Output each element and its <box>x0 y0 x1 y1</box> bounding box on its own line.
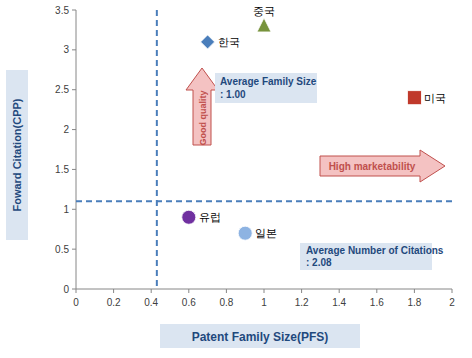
y-tick-label: 0 <box>63 284 69 295</box>
annotation-box <box>215 73 317 103</box>
y-tick <box>72 49 76 50</box>
point-label: 미국 <box>424 92 446 104</box>
x-tick-label: 1.6 <box>370 297 384 308</box>
y-tick <box>72 289 76 290</box>
y-tick <box>72 169 76 170</box>
point <box>238 226 252 240</box>
x-tick-label: 1 <box>261 297 267 308</box>
quality-arrow <box>186 68 218 145</box>
y-axis-label: Foward Citation(CPP) <box>11 98 23 211</box>
y-tick <box>72 209 76 210</box>
annotation: High marketability <box>329 161 416 172</box>
point-label: 유럽 <box>199 211 221 223</box>
y-label-box <box>6 70 28 240</box>
x-tick <box>339 289 340 293</box>
x-tick <box>414 289 415 293</box>
x-tick <box>226 289 227 293</box>
y-tick-label: 2 <box>63 124 69 135</box>
point <box>182 210 196 224</box>
annotation-line: Average Family Size <box>220 76 317 87</box>
y-tick <box>72 89 76 90</box>
annotation: Average Family Size : 1.00 <box>220 76 317 100</box>
x-tick-label: 0.4 <box>144 297 158 308</box>
x-axis-label: Patent Family Size(PFS) <box>192 330 329 344</box>
v-reference-line <box>156 10 158 289</box>
annotation: Average Number of Citations: 2.08 <box>306 245 444 268</box>
x-tick <box>188 289 189 293</box>
y-tick <box>72 249 76 250</box>
x-tick-label: 0 <box>73 297 79 308</box>
annotation-line: : 1.00 <box>220 89 246 100</box>
x-tick <box>376 289 377 293</box>
x-tick-label: 1.2 <box>295 297 309 308</box>
annotation: Good quality <box>198 91 208 146</box>
annotation-line: : 2.08 <box>306 257 332 268</box>
point-label: 한국 <box>218 36 240 48</box>
y-tick-label: 3.5 <box>55 5 69 16</box>
annotation-line: Average Number of Citations <box>306 245 444 256</box>
y-axis <box>76 10 77 289</box>
point-label: 일본 <box>255 227 277 239</box>
y-tick-label: 1.5 <box>55 164 69 175</box>
y-tick-label: 2.5 <box>55 84 69 95</box>
y-tick-label: 1 <box>63 204 69 215</box>
x-tick-label: 1.8 <box>407 297 421 308</box>
y-tick <box>72 10 76 11</box>
x-label-box <box>160 324 360 348</box>
h-reference-line <box>76 200 452 202</box>
x-tick-label: 0.8 <box>219 297 233 308</box>
point <box>257 18 271 32</box>
point <box>201 35 215 49</box>
x-tick <box>301 289 302 293</box>
x-tick <box>452 289 453 293</box>
y-tick-label: 3 <box>63 44 69 55</box>
y-tick-label: 0.5 <box>55 244 69 255</box>
x-tick <box>76 289 77 293</box>
x-tick-label: 0.6 <box>182 297 196 308</box>
x-tick-label: 1.4 <box>332 297 346 308</box>
x-tick <box>151 289 152 293</box>
x-tick <box>264 289 265 293</box>
point <box>407 91 421 105</box>
plot-area <box>76 10 452 289</box>
chart: 0 0.2 0.4 0.6 0.8 1 1.2 1.4 1.6 1.8 2 0 0.5 1 1.5 2 2.5 3… <box>0 0 472 358</box>
x-tick-label: 0.2 <box>107 297 121 308</box>
x-tick <box>113 289 114 293</box>
marketability-arrow <box>320 150 445 182</box>
y-tick <box>72 129 76 130</box>
x-tick-label: 2 <box>449 297 455 308</box>
point-label: 중국 <box>253 5 275 17</box>
